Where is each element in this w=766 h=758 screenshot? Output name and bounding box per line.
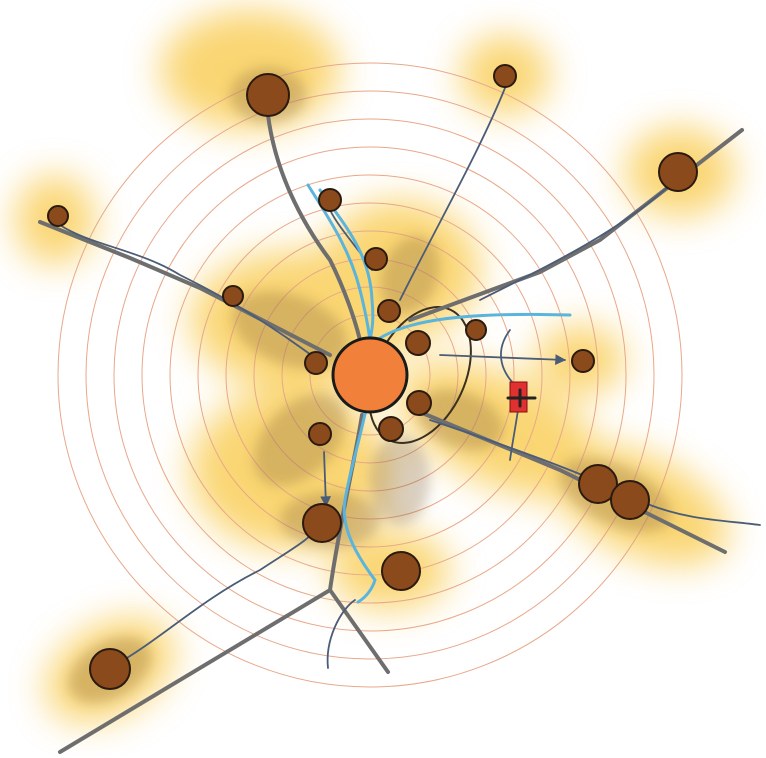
airport-icon — [506, 381, 537, 413]
rivers — [306, 183, 572, 604]
nodes — [47, 64, 698, 690]
central-node — [331, 336, 409, 414]
rings — [57, 62, 683, 688]
